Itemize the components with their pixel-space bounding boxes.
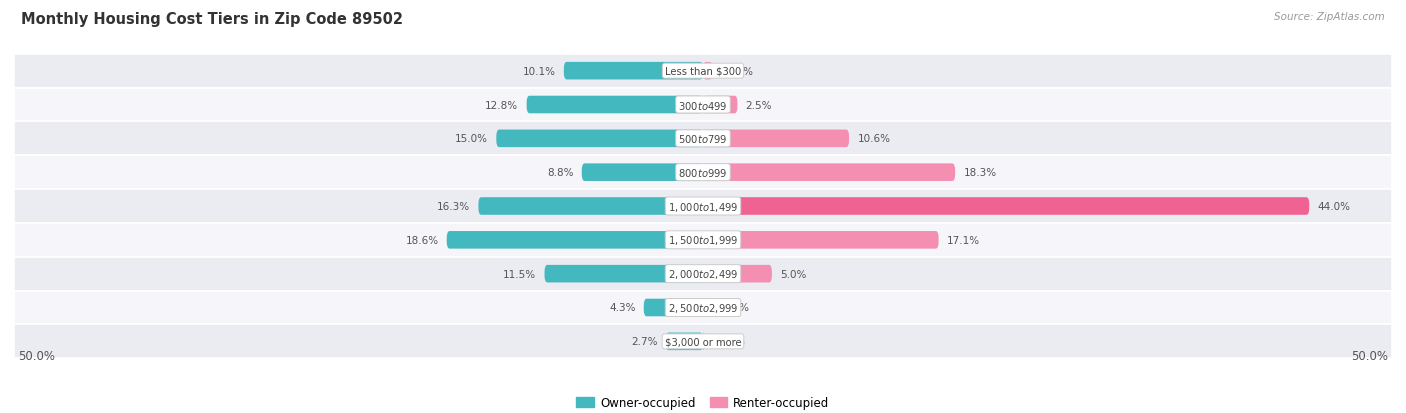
Text: $1,500 to $1,999: $1,500 to $1,999: [668, 234, 738, 247]
Bar: [14, 325, 1392, 358]
Text: 5.0%: 5.0%: [780, 269, 807, 279]
Text: $500 to $799: $500 to $799: [678, 133, 728, 145]
FancyBboxPatch shape: [644, 299, 703, 316]
Text: 8.8%: 8.8%: [547, 168, 574, 178]
Text: 10.1%: 10.1%: [523, 66, 555, 76]
Text: 12.8%: 12.8%: [485, 100, 519, 110]
Bar: [14, 55, 1392, 88]
Text: 18.3%: 18.3%: [963, 168, 997, 178]
Bar: [14, 88, 1392, 122]
Text: $2,500 to $2,999: $2,500 to $2,999: [668, 301, 738, 314]
Text: 0.08%: 0.08%: [713, 337, 745, 347]
Legend: Owner-occupied, Renter-occupied: Owner-occupied, Renter-occupied: [572, 392, 834, 413]
Text: 15.0%: 15.0%: [456, 134, 488, 144]
Bar: [14, 223, 1392, 257]
Text: Source: ZipAtlas.com: Source: ZipAtlas.com: [1274, 12, 1385, 22]
FancyBboxPatch shape: [703, 265, 772, 283]
Bar: [14, 122, 1392, 156]
Text: 16.3%: 16.3%: [437, 202, 470, 211]
Text: $800 to $999: $800 to $999: [678, 167, 728, 179]
Text: 10.6%: 10.6%: [858, 134, 890, 144]
Text: 44.0%: 44.0%: [1317, 202, 1351, 211]
FancyBboxPatch shape: [703, 299, 709, 316]
FancyBboxPatch shape: [544, 265, 703, 283]
Text: Less than $300: Less than $300: [665, 66, 741, 76]
FancyBboxPatch shape: [703, 97, 738, 114]
Text: 0.69%: 0.69%: [721, 66, 754, 76]
FancyBboxPatch shape: [703, 63, 713, 80]
FancyBboxPatch shape: [582, 164, 703, 182]
Text: 0.39%: 0.39%: [717, 303, 749, 313]
FancyBboxPatch shape: [496, 130, 703, 148]
Bar: [14, 257, 1392, 291]
Text: 18.6%: 18.6%: [405, 235, 439, 245]
Text: Monthly Housing Cost Tiers in Zip Code 89502: Monthly Housing Cost Tiers in Zip Code 8…: [21, 12, 404, 27]
FancyBboxPatch shape: [703, 231, 939, 249]
Text: 2.7%: 2.7%: [631, 337, 658, 347]
Text: 17.1%: 17.1%: [946, 235, 980, 245]
Text: $1,000 to $1,499: $1,000 to $1,499: [668, 200, 738, 213]
Text: 11.5%: 11.5%: [503, 269, 536, 279]
Text: $300 to $499: $300 to $499: [678, 99, 728, 111]
Text: $3,000 or more: $3,000 or more: [665, 337, 741, 347]
Text: 2.5%: 2.5%: [745, 100, 772, 110]
FancyBboxPatch shape: [666, 333, 703, 350]
FancyBboxPatch shape: [478, 198, 703, 215]
Text: 50.0%: 50.0%: [1351, 349, 1388, 363]
Bar: [14, 190, 1392, 223]
Text: 4.3%: 4.3%: [609, 303, 636, 313]
FancyBboxPatch shape: [703, 164, 955, 182]
Bar: [14, 291, 1392, 325]
FancyBboxPatch shape: [703, 130, 849, 148]
Text: $2,000 to $2,499: $2,000 to $2,499: [668, 268, 738, 280]
Bar: [14, 156, 1392, 190]
FancyBboxPatch shape: [564, 63, 703, 80]
FancyBboxPatch shape: [447, 231, 703, 249]
FancyBboxPatch shape: [703, 198, 1309, 215]
FancyBboxPatch shape: [527, 97, 703, 114]
Text: 50.0%: 50.0%: [18, 349, 55, 363]
